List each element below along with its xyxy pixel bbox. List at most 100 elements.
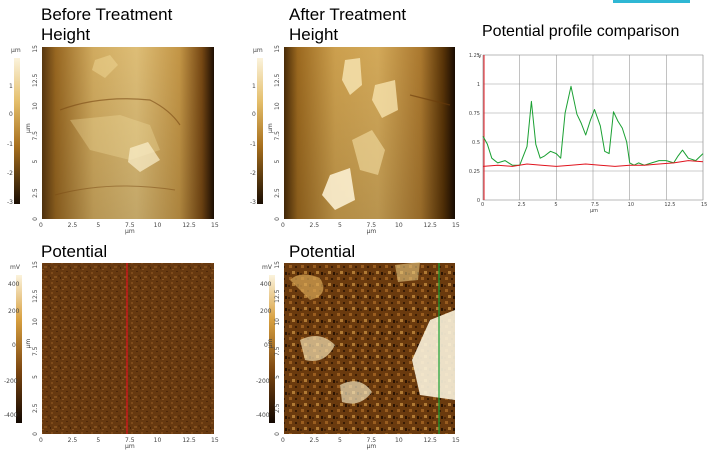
after-height-panel: µm 1 0 -1 -2 -3 <box>250 47 455 219</box>
svg-text:-1: -1 <box>250 141 256 148</box>
profile-y-tick: 0.5 <box>472 140 480 146</box>
profile-chart: 0 2.5 5 7.5 10 12.5 15 0 0.25 0.5 0.75 1 1.25 µm V <box>469 53 708 214</box>
cbar-ticks-left: 1 0 -1 -2 -3 <box>7 83 13 206</box>
profile-y-tick: 1.25 <box>469 53 480 59</box>
y-tick-label: 15 <box>32 261 39 269</box>
svg-text:-3: -3 <box>250 199 256 206</box>
svg-text:-200: -200 <box>256 378 270 385</box>
y-tick-label: 7.5 <box>274 346 281 356</box>
x-unit-label: µm <box>367 443 377 450</box>
profile-title: Potential profile comparison <box>482 23 680 40</box>
x-tick-label: 2.5 <box>68 222 78 229</box>
profile-xlabel: µm <box>590 208 598 214</box>
y-tick-label: 12.5 <box>274 73 281 87</box>
x-tick-label: 0 <box>281 222 285 229</box>
svg-text:-2: -2 <box>7 170 13 177</box>
y-tick-label: 5 <box>32 159 39 163</box>
y-tick-label: 0 <box>32 217 39 221</box>
y-tick-label: 5 <box>274 375 281 379</box>
y-tick-label: 5 <box>274 159 281 163</box>
y-tick-label: 0 <box>274 217 281 221</box>
x-tick-label: 5 <box>338 437 342 444</box>
before-series-line <box>482 160 704 167</box>
x-tick-label: 10 <box>395 222 403 229</box>
svg-text:400: 400 <box>8 281 20 288</box>
profile-x-tick: 15 <box>701 202 707 208</box>
y-tick-label: 2.5 <box>32 188 39 198</box>
x-tick-label: 10 <box>154 222 162 229</box>
x-tick-label: 5 <box>96 437 100 444</box>
x-tick-label: 0 <box>39 437 43 444</box>
y-tick-label: 2.5 <box>274 403 281 413</box>
x-tick-label: 15 <box>211 437 219 444</box>
profile-y-tick: 1 <box>477 82 480 88</box>
height-colorbar-after <box>257 58 263 204</box>
before-potential-title: Potential <box>41 242 108 261</box>
y-tick-label: 15 <box>32 45 39 53</box>
profile-x-tick: 5 <box>554 202 557 208</box>
y-tick-label: 10 <box>274 318 281 326</box>
y-tick-label: 12.5 <box>274 289 281 303</box>
y-tick-label: 10 <box>32 102 39 110</box>
svg-text:0: 0 <box>12 342 16 349</box>
after-potential-title: Potential <box>289 242 356 261</box>
x-tick-label: 0 <box>39 222 43 229</box>
svg-text:1: 1 <box>9 83 13 90</box>
svg-text:-1: -1 <box>7 141 13 148</box>
cbar-unit-label: µm <box>11 47 21 54</box>
x-tick-label: 10 <box>154 437 162 444</box>
x-tick-label: 7.5 <box>125 437 135 444</box>
image-axes: 002.52.5557.57.5101012.512.51515µmµm002.… <box>25 45 460 450</box>
svg-text:-400: -400 <box>4 412 18 419</box>
before-height-panel: µm 1 0 -1 -2 -3 <box>7 47 214 219</box>
x-unit-label: µm <box>125 228 135 235</box>
profile-series <box>482 85 704 167</box>
y-tick-label: 7.5 <box>274 131 281 141</box>
svg-text:mV: mV <box>262 264 273 271</box>
y-tick-label: 12.5 <box>32 73 39 87</box>
x-tick-label: 12.5 <box>424 437 438 444</box>
profile-x-tick: 10 <box>628 202 634 208</box>
y-unit-label: µm <box>25 123 32 133</box>
accent-bar <box>613 0 690 3</box>
x-unit-label: µm <box>125 443 135 450</box>
svg-text:1: 1 <box>252 83 256 90</box>
x-tick-label: 12.5 <box>182 222 196 229</box>
x-tick-label: 12.5 <box>424 222 438 229</box>
y-tick-label: 7.5 <box>32 131 39 141</box>
after-height-label: Height <box>289 25 339 44</box>
y-unit-label: µm <box>267 339 274 349</box>
svg-text:200: 200 <box>8 308 20 315</box>
profile-grid <box>482 54 704 201</box>
x-tick-label: 7.5 <box>367 222 377 229</box>
profile-y-tick: 0.75 <box>469 111 480 117</box>
y-tick-label: 15 <box>274 45 281 53</box>
y-tick-label: 10 <box>32 318 39 326</box>
svg-text:0: 0 <box>252 111 256 118</box>
before-treatment-title: Before Treatment <box>41 5 173 24</box>
y-tick-label: 2.5 <box>32 403 39 413</box>
svg-text:0: 0 <box>264 342 268 349</box>
svg-text:-2: -2 <box>250 170 256 177</box>
svg-text:200: 200 <box>260 308 272 315</box>
profile-x-tick: 12.5 <box>664 202 675 208</box>
y-unit-label: µm <box>25 339 32 349</box>
x-tick-label: 7.5 <box>125 222 135 229</box>
y-tick-label: 12.5 <box>32 289 39 303</box>
x-tick-label: 7.5 <box>367 437 377 444</box>
svg-text:µm: µm <box>253 47 263 54</box>
svg-text:0: 0 <box>9 111 13 118</box>
before-potential-panel: mV 400 200 0 -200 -400 <box>4 263 214 434</box>
y-unit-label: µm <box>267 123 274 133</box>
after-treatment-title: After Treatment <box>289 5 407 24</box>
y-tick-label: 5 <box>32 375 39 379</box>
profile-ylabel: V <box>478 54 482 60</box>
svg-text:400: 400 <box>260 281 272 288</box>
potential-colorbar <box>16 275 22 423</box>
x-unit-label: µm <box>367 228 377 235</box>
x-tick-label: 12.5 <box>182 437 196 444</box>
potential-colorbar-after <box>269 275 275 423</box>
profile-ticks: 0 2.5 5 7.5 10 12.5 15 0 0.25 0.5 0.75 1 1.25 <box>469 53 708 208</box>
y-tick-label: 10 <box>274 102 281 110</box>
